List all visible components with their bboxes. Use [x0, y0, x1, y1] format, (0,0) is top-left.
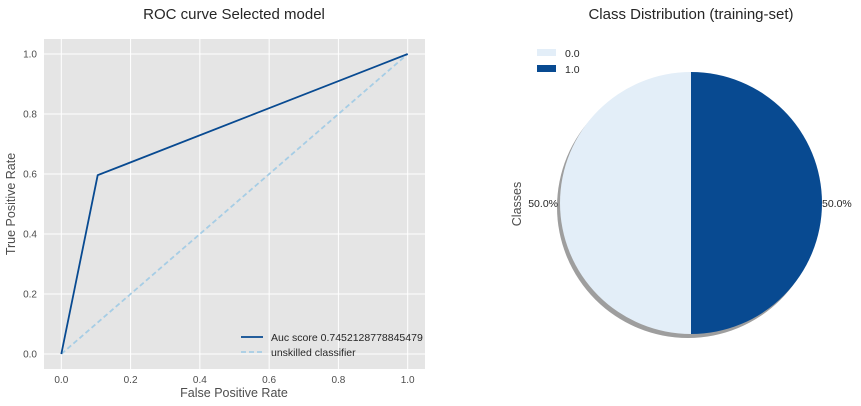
- pie-legend-swatch-0: [537, 49, 556, 56]
- pie-legend-label-1: 1.0: [565, 64, 580, 76]
- roc-x-axis-label: False Positive Rate: [180, 386, 288, 400]
- pie-pct-label-1: 50.0%: [822, 198, 852, 210]
- roc-series-unskilled: [60, 53, 409, 355]
- roc-title: ROC curve Selected model: [143, 6, 325, 23]
- roc-y-ticks: 0.0 0.2 0.4 0.6 0.8 1.0: [23, 50, 37, 361]
- pie-title: Class Distribution (training-set): [588, 6, 793, 23]
- roc-lines: [60, 53, 409, 355]
- roc-x-ticks: 0.0 0.2 0.4 0.6 0.8 1.0: [54, 375, 415, 386]
- roc-x-tick-label: 0.6: [262, 375, 276, 386]
- roc-y-axis-label: True Positive Rate: [4, 153, 18, 255]
- pie-legend-label-0: 0.0: [565, 48, 580, 60]
- roc-chart: 0.0 0.2 0.4 0.6 0.8 1.0 0.0 0.2 0.4 0.6 0.8 1.0 RO…: [4, 6, 425, 400]
- pie-chart: Class Distribution (training-set) Classe…: [510, 6, 852, 338]
- roc-x-tick-label: 0.0: [54, 375, 68, 386]
- roc-y-tick-label: 0.4: [23, 230, 37, 241]
- roc-x-tick-label: 1.0: [401, 375, 415, 386]
- roc-series-auc: [60, 53, 409, 355]
- pie-legend: 0.0 1.0: [537, 48, 580, 76]
- roc-y-tick-label: 1.0: [23, 50, 37, 61]
- pie-slices: [560, 72, 822, 334]
- roc-grid: [44, 39, 425, 369]
- pie-pct-label-0: 50.0%: [528, 198, 558, 210]
- roc-x-tick-label: 0.2: [124, 375, 138, 386]
- roc-y-tick-label: 0.8: [23, 110, 37, 121]
- pie-slice-0: [560, 72, 691, 334]
- roc-legend-label-auc: Auc score 0.7452128778845479: [271, 332, 423, 344]
- roc-legend-label-unskilled: unskilled classifier: [271, 347, 356, 359]
- roc-plot-background: [44, 39, 425, 369]
- roc-y-tick-label: 0.0: [23, 350, 37, 361]
- pie-slice-1: [691, 72, 822, 334]
- roc-y-tick-label: 0.6: [23, 170, 37, 181]
- pie-legend-swatch-1: [537, 65, 556, 72]
- roc-legend: Auc score 0.7452128778845479 unskilled c…: [241, 332, 423, 359]
- roc-x-tick-label: 0.8: [331, 375, 345, 386]
- pie-y-axis-label: Classes: [510, 182, 524, 226]
- roc-y-tick-label: 0.2: [23, 290, 37, 301]
- roc-x-tick-label: 0.4: [193, 375, 207, 386]
